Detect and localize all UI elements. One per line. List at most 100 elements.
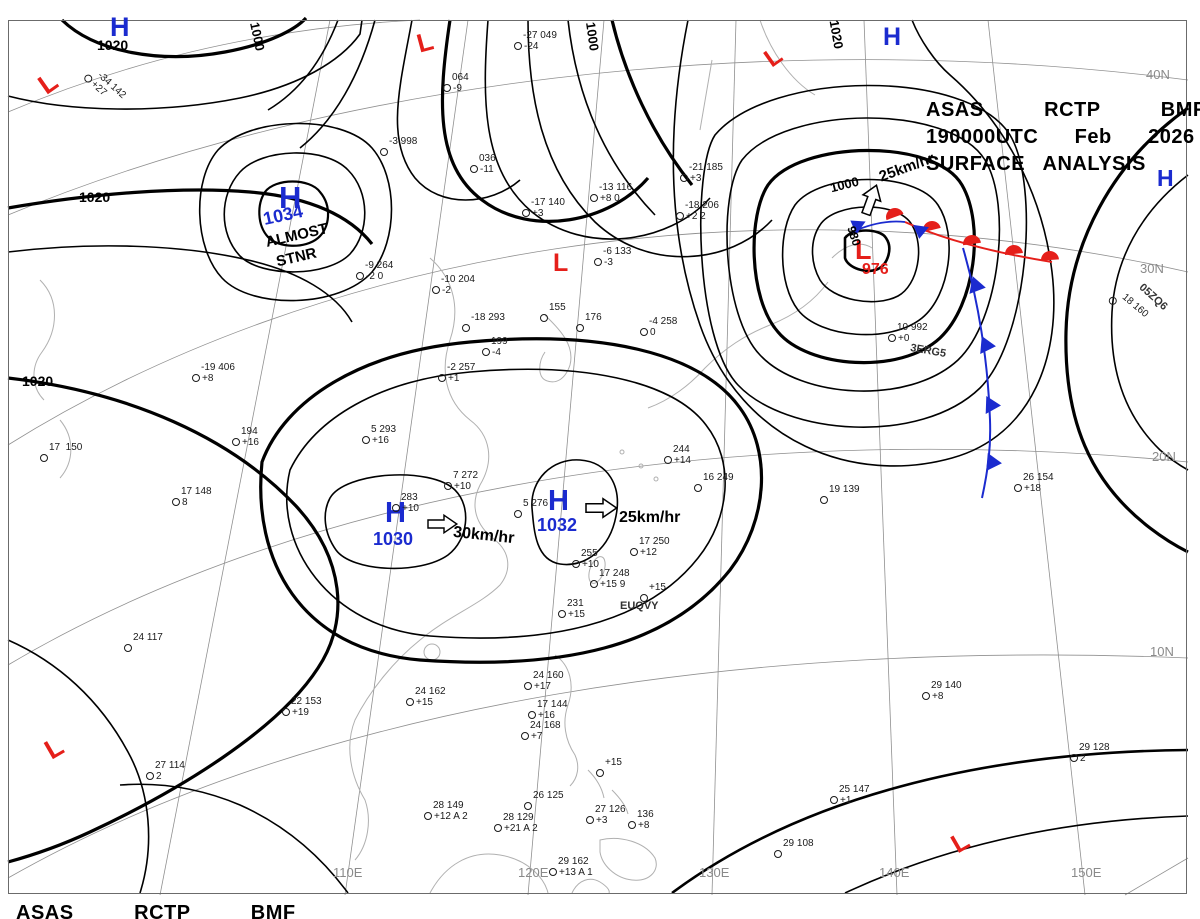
station-plot: 28 129 +21 A 2 bbox=[494, 812, 538, 834]
station-circle-icon bbox=[443, 84, 451, 92]
station-plot: +15 bbox=[596, 757, 622, 779]
station-lower-text: +13 A 1 bbox=[559, 867, 593, 878]
station-lower-text: +15 bbox=[568, 609, 585, 620]
station-circle-icon bbox=[424, 812, 432, 820]
station-circle-icon bbox=[628, 821, 636, 829]
map-label: 1032 bbox=[537, 515, 578, 535]
station-circle-icon bbox=[462, 324, 470, 332]
station-upper-text: -17 140 bbox=[531, 197, 565, 208]
station-upper-text: 5 293 bbox=[371, 424, 397, 435]
chart-title-top-right: ASAS RCTP BMF 190000UTC Feb 2026 SURFACE A… bbox=[926, 16, 1200, 178]
station-circle-icon bbox=[482, 348, 490, 356]
grid-label: 130E bbox=[699, 865, 730, 880]
map-label: 25km/hr bbox=[619, 509, 681, 526]
station-lower-text: +1 bbox=[840, 795, 852, 806]
station-circle-icon bbox=[146, 772, 154, 780]
title-line: 190000UTC Feb 2026 bbox=[926, 126, 1195, 148]
map-label: 1020 bbox=[79, 189, 111, 205]
station-lower-text: +16 bbox=[372, 435, 389, 446]
station-lower-text: +3 bbox=[596, 815, 608, 826]
pressure-symbol: H bbox=[385, 497, 406, 529]
station-upper-text: 24 162 bbox=[415, 686, 446, 697]
station-lower-text: +8 0 bbox=[600, 193, 620, 204]
station-plot: 16 249 bbox=[694, 472, 734, 494]
station-plot: 19 139 bbox=[820, 484, 860, 506]
station-upper-text: 27 126 bbox=[595, 804, 626, 815]
station-upper-text: 17 148 bbox=[181, 486, 212, 497]
station-upper-text: -18 293 bbox=[471, 312, 505, 323]
station-upper-text: 7 272 bbox=[453, 470, 479, 481]
station-circle-icon bbox=[444, 482, 452, 490]
station-plot: 29 108 bbox=[774, 838, 814, 860]
station-upper-text: 176 bbox=[585, 312, 602, 323]
station-upper-text: 199 bbox=[491, 336, 508, 347]
station-plot: 24 117 bbox=[124, 632, 163, 654]
station-circle-icon bbox=[630, 548, 638, 556]
station-lower-text: -2 0 bbox=[366, 271, 384, 282]
station-upper-text: -13 116 bbox=[599, 182, 633, 193]
station-circle-icon bbox=[694, 484, 702, 492]
station-circle-icon bbox=[282, 708, 290, 716]
station-circle-icon bbox=[380, 148, 388, 156]
station-upper-text: 10 992 bbox=[897, 322, 928, 333]
station-lower-text: +10 bbox=[402, 503, 419, 514]
station-circle-icon bbox=[640, 328, 648, 336]
station-circle-icon bbox=[172, 498, 180, 506]
station-upper-text: 28 149 bbox=[433, 800, 464, 811]
station-upper-text: 24 160 bbox=[533, 670, 564, 681]
station-upper-text: 19 139 bbox=[829, 484, 860, 495]
station-plot: 17 148 8 bbox=[172, 486, 212, 508]
pressure-symbol: L bbox=[855, 235, 872, 265]
station-plot: -10 204 -2 bbox=[432, 274, 475, 296]
station-lower-text: +8 bbox=[638, 820, 650, 831]
station-upper-text: 27 114 bbox=[155, 760, 185, 771]
station-plot: -21 185 +3 bbox=[680, 162, 723, 184]
station-lower-text: +3 bbox=[532, 208, 544, 219]
station-plot: 26 125 bbox=[524, 790, 564, 812]
station-circle-icon bbox=[830, 796, 838, 804]
station-lower-text: +15 bbox=[416, 697, 433, 708]
title-line: SURFACE ANALYSIS bbox=[926, 153, 1146, 175]
station-plot: 155 bbox=[540, 302, 566, 324]
station-circle-icon bbox=[596, 769, 604, 777]
low-976-arrow bbox=[856, 181, 887, 218]
station-circle-icon bbox=[572, 560, 580, 568]
station-circle-icon bbox=[192, 374, 200, 382]
station-lower-text: 2 bbox=[1080, 753, 1086, 764]
station-plot: -18 293 bbox=[462, 312, 505, 334]
station-plot: 26 154 +18 bbox=[1014, 472, 1054, 494]
station-circle-icon bbox=[586, 816, 594, 824]
station-circle-icon bbox=[406, 698, 414, 706]
pressure-symbol: H bbox=[279, 180, 302, 215]
station-circle-icon bbox=[514, 42, 522, 50]
station-plot: 7 272 +10 bbox=[444, 470, 478, 492]
map-label: 1020 bbox=[22, 373, 54, 389]
station-lower-text: -2 bbox=[442, 285, 451, 296]
station-plot: 199 -4 bbox=[482, 336, 508, 358]
station-lower-text: +8 bbox=[202, 373, 214, 384]
graticule-lines bbox=[7, 19, 1189, 896]
station-plot: 24 160 +17 bbox=[524, 670, 564, 692]
station-circle-icon bbox=[676, 212, 684, 220]
station-circle-icon bbox=[540, 314, 548, 322]
station-plot: -18 206 +2 2 bbox=[676, 200, 719, 222]
station-plot: 27 126 +3 bbox=[586, 804, 626, 826]
station-circle-icon bbox=[521, 732, 529, 740]
station-circle-icon bbox=[524, 802, 532, 810]
pressure-symbol: H bbox=[883, 23, 902, 51]
station-lower-text: +16 bbox=[538, 710, 555, 721]
station-lower-text: +2 2 bbox=[686, 211, 706, 222]
station-lower-text: +10 bbox=[582, 559, 599, 570]
station-plot: 17 144 +16 bbox=[528, 699, 568, 721]
station-plot: -9 264 -2 0 bbox=[356, 260, 393, 282]
grid-label: 20N bbox=[1152, 449, 1176, 464]
pressure-symbol: L bbox=[553, 249, 569, 277]
station-lower-text: +8 bbox=[932, 691, 944, 702]
station-circle-icon bbox=[664, 456, 672, 464]
map-label: 976 bbox=[862, 261, 889, 278]
station-circle-icon bbox=[680, 174, 688, 182]
station-lower-text: -4 bbox=[492, 347, 501, 358]
station-upper-text: 136 bbox=[637, 809, 654, 820]
station-lower-text: +18 bbox=[1024, 483, 1041, 494]
grid-label: 140E bbox=[879, 865, 910, 880]
